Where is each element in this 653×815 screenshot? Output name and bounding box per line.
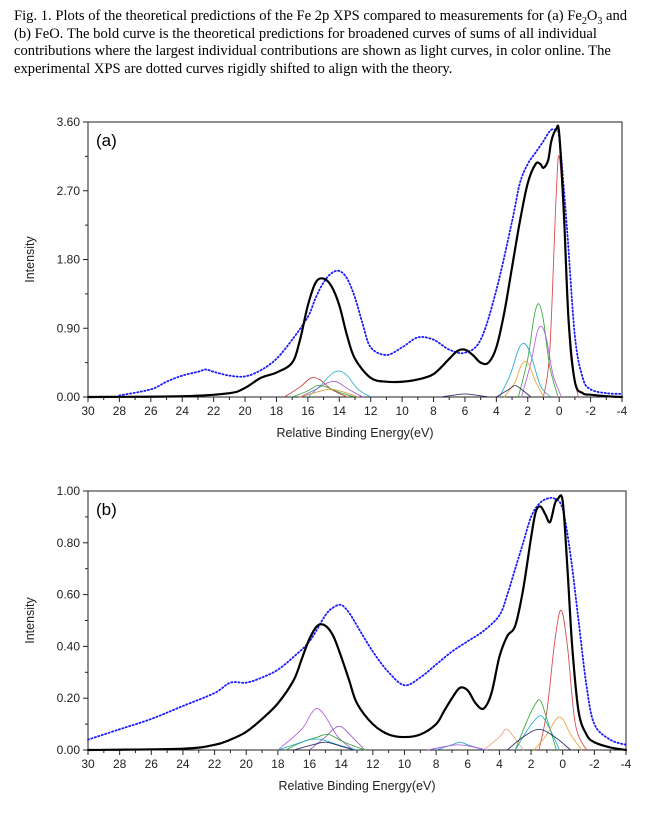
panel-a-panel-label: (a): [96, 131, 117, 150]
panel-b-x-tick-label: 0: [559, 757, 566, 771]
panel-a-x-tick-label: 28: [113, 404, 127, 418]
panel-a-x-tick-label: 26: [144, 404, 158, 418]
chart-panel-a: 30 28 26 24 22 20 18 16 14 12 10 8 6 4 2 0 -2 -40.000.901…: [23, 115, 628, 440]
panel-b-x-tick-label: 8: [433, 757, 440, 771]
panel-b-series-c8: [309, 725, 366, 751]
panel-b-x-tick-label: 26: [145, 757, 159, 771]
panel-a-x-tick-label: 16: [301, 404, 315, 418]
panel-a-x-tick-label: 10: [395, 404, 409, 418]
panel-a-x-tick-label: 4: [493, 404, 500, 418]
panel-b-x-tick-label: 24: [176, 757, 190, 771]
panel-a-x-tick-label: 14: [333, 404, 347, 418]
panel-a-x-tick-label: 20: [238, 404, 252, 418]
panel-b-series-experiment: [87, 496, 627, 746]
panel-a-series-c12: [440, 393, 489, 398]
panel-b-series-c12: [435, 741, 485, 751]
panel-a-x-axis-title: Relative Binding Energy(eV): [276, 426, 433, 440]
panel-b-x-tick-label: 22: [208, 757, 222, 771]
panel-a-series-c3: [521, 325, 562, 398]
panel-b-series-c11: [293, 741, 355, 751]
panel-b-series-c3: [514, 715, 560, 751]
panel-b-series-c4: [533, 716, 583, 751]
panel-a-series-c9: [299, 380, 364, 398]
panel-a-y-axis-title: Intensity: [23, 235, 37, 282]
panel-a-y-tick-label: 2.70: [57, 184, 81, 198]
panel-b-y-tick-label: 0.80: [57, 536, 81, 550]
panel-b-x-tick-label: 20: [240, 757, 254, 771]
panel-a-series-c11: [299, 388, 359, 398]
caption-sub-2: 3: [597, 15, 603, 27]
panel-a-x-tick-label: 8: [430, 404, 437, 418]
panel-a-y-tick-label: 1.80: [57, 253, 81, 267]
panel-a-y-tick-label: 0.90: [57, 321, 81, 335]
panel-b-x-tick-label: -4: [621, 757, 632, 771]
panel-a-series-experiment: [118, 126, 623, 397]
panel-b-series-c6: [506, 728, 572, 751]
panel-b-x-tick-label: -2: [589, 757, 600, 771]
panel-a-series-c2: [517, 303, 559, 398]
panel-b-x-tick-label: 4: [496, 757, 503, 771]
panel-a-x-tick-label: 22: [207, 404, 221, 418]
caption-sub-1: 2: [581, 15, 587, 27]
panel-b-y-tick-label: 0.60: [57, 588, 81, 602]
panel-b-y-tick-label: 1.00: [57, 484, 81, 498]
panel-b-x-tick-label: 12: [366, 757, 380, 771]
panel-a-series-c7: [283, 377, 348, 398]
panel-a-x-tick-label: 12: [364, 404, 378, 418]
panel-a-x-tick-label: 0: [556, 404, 563, 418]
panel-a-y-tick-label: 3.60: [57, 115, 81, 129]
caption-part-3: and (b) FeO. The bold curve is the theor…: [14, 8, 628, 77]
panel-a-series-c6: [495, 385, 532, 398]
panel-a-x-tick-label: -4: [617, 404, 628, 418]
panel-b-y-tick-label: 0.40: [57, 639, 81, 653]
panel-a-x-tick-label: 30: [81, 404, 95, 418]
panel-b-y-tick-label: 0.20: [57, 691, 81, 705]
panel-b-y-axis-title: Intensity: [23, 596, 37, 643]
panel-b-x-tick-label: 28: [113, 757, 127, 771]
panel-a-series-c10: [291, 384, 356, 398]
panel-b-x-tick-label: 18: [271, 757, 285, 771]
panel-b-series-c5: [483, 728, 524, 751]
panel-b-series-c7: [277, 708, 355, 751]
panel-b-series-theory: [86, 494, 628, 752]
panel-b-panel-label: (b): [96, 500, 117, 519]
panel-b-x-tick-label: 10: [398, 757, 412, 771]
panel-a-plot-frame: [87, 121, 623, 398]
panel-a-x-tick-label: 6: [462, 404, 469, 418]
panel-a-x-tick-label: 24: [176, 404, 190, 418]
panel-a-x-tick-label: 18: [270, 404, 284, 418]
panel-b-x-tick-label: 6: [464, 757, 471, 771]
panel-b-x-tick-label: 2: [528, 757, 535, 771]
panel-a-series-theory: [86, 124, 624, 399]
chart-panel-b: 30 28 26 24 22 20 18 16 14 12 10 8 6 4 2 0 -2 -40.000.200…: [23, 484, 632, 793]
panel-a-y-tick-label: 0.00: [57, 390, 81, 404]
panel-b-series-c2: [514, 699, 557, 751]
panel-b-series-c13: [427, 744, 488, 751]
panel-a-x-tick-label: 2: [524, 404, 531, 418]
caption-part-2: O: [586, 8, 598, 24]
figure-caption: Fig. 1. Plots of the theoretical predict…: [14, 8, 642, 78]
panel-b-x-tick-label: 16: [303, 757, 317, 771]
panel-a-series-c4: [499, 342, 551, 398]
caption-part-1: Fig. 1. Plots of the theoretical predict…: [14, 8, 582, 24]
panel-a-series-c5: [503, 360, 544, 398]
panel-b-y-tick-label: 0.00: [57, 743, 81, 757]
panel-a-x-tick-label: -2: [585, 404, 596, 418]
panel-b-series-c1: [538, 609, 587, 751]
panel-b-x-tick-label: 14: [334, 757, 348, 771]
panel-b-x-tick-label: 30: [81, 757, 95, 771]
panel-b-x-axis-title: Relative Binding Energy(eV): [278, 779, 435, 793]
panel-b-plot-frame: [87, 490, 627, 751]
